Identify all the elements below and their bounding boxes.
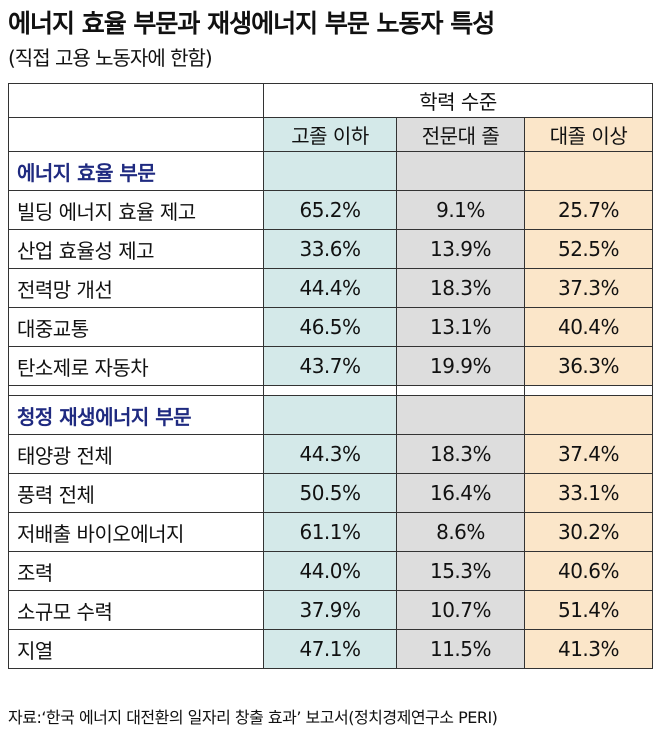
row-label: 소규모 수력	[8, 590, 264, 630]
spacer-cell	[8, 385, 264, 396]
value-cell: 33.1%	[523, 473, 654, 513]
source-note: 자료:‘한국 에너지 대전환의 일자리 창출 효과’ 보고서(정치경제연구소 P…	[8, 708, 498, 727]
section-row: 에너지 효율 부문	[8, 151, 654, 191]
value-cell: 13.1%	[396, 307, 525, 347]
row-label: 대중교통	[8, 307, 264, 347]
column-header: 대졸 이상	[523, 117, 654, 152]
value-cell: 19.9%	[396, 346, 525, 386]
row-label: 전력망 개선	[8, 268, 264, 308]
value-cell: 41.3%	[523, 629, 654, 669]
empty-cell	[263, 151, 397, 191]
table-row: 대중교통 46.5% 13.1% 40.4%	[8, 307, 654, 347]
group-header: 학력 수준	[262, 83, 654, 118]
value-cell: 9.1%	[396, 190, 525, 230]
value-cell: 11.5%	[396, 629, 525, 669]
table-row: 빌딩 에너지 효율 제고 65.2% 9.1% 25.7%	[8, 190, 654, 230]
education-table: 학력 수준 고졸 이하 전문대 졸 대졸 이상 에너지 효율 부문 빌딩 에너지 …	[8, 83, 654, 669]
value-cell: 50.5%	[263, 473, 397, 513]
value-cell: 15.3%	[396, 551, 525, 591]
value-cell: 13.9%	[396, 229, 525, 269]
table-row: 지열 47.1% 11.5% 41.3%	[8, 629, 654, 669]
column-header: 고졸 이하	[263, 117, 397, 152]
value-cell: 37.3%	[523, 268, 654, 308]
empty-cell	[523, 151, 654, 191]
table-row: 탄소제로 자동차 43.7% 19.9% 36.3%	[8, 346, 654, 386]
row-label: 탄소제로 자동차	[8, 346, 264, 386]
value-cell: 44.4%	[263, 268, 397, 308]
empty-cell	[396, 151, 525, 191]
row-label: 지열	[8, 629, 264, 669]
table-row: 풍력 전체 50.5% 16.4% 33.1%	[8, 473, 654, 513]
value-cell: 18.3%	[396, 268, 525, 308]
value-cell: 37.9%	[263, 590, 397, 630]
value-cell: 8.6%	[396, 512, 525, 552]
header-row-columns: 고졸 이하 전문대 졸 대졸 이상	[8, 117, 654, 152]
spacer-cell	[263, 385, 397, 396]
empty-cell	[396, 395, 525, 435]
value-cell: 65.2%	[263, 190, 397, 230]
value-cell: 47.1%	[263, 629, 397, 669]
section-row: 청정 재생에너지 부문	[8, 395, 654, 435]
header-row-group: 학력 수준	[8, 83, 654, 118]
empty-header-cell	[8, 117, 264, 152]
value-cell: 44.3%	[263, 434, 397, 474]
value-cell: 43.7%	[263, 346, 397, 386]
table-row: 저배출 바이오에너지 61.1% 8.6% 30.2%	[8, 512, 654, 552]
table-row: 소규모 수력 37.9% 10.7% 51.4%	[8, 590, 654, 630]
table-row: 태양광 전체 44.3% 18.3% 37.4%	[8, 434, 654, 474]
spacer-cell	[523, 385, 654, 396]
row-label: 태양광 전체	[8, 434, 264, 474]
page-title: 에너지 효율 부문과 재생에너지 부문 노동자 특성	[8, 9, 495, 38]
value-cell: 33.6%	[263, 229, 397, 269]
value-cell: 25.7%	[523, 190, 654, 230]
value-cell: 46.5%	[263, 307, 397, 347]
value-cell: 30.2%	[523, 512, 654, 552]
row-label: 풍력 전체	[8, 473, 264, 513]
empty-cell	[523, 395, 654, 435]
row-label: 조력	[8, 551, 264, 591]
value-cell: 52.5%	[523, 229, 654, 269]
value-cell: 18.3%	[396, 434, 525, 474]
value-cell: 44.0%	[263, 551, 397, 591]
row-label: 산업 효율성 제고	[8, 229, 264, 269]
value-cell: 10.7%	[396, 590, 525, 630]
section-title: 청정 재생에너지 부문	[8, 395, 264, 435]
value-cell: 16.4%	[396, 473, 525, 513]
spacer-row	[8, 385, 654, 396]
value-cell: 51.4%	[523, 590, 654, 630]
spacer-cell	[396, 385, 525, 396]
value-cell: 40.4%	[523, 307, 654, 347]
section-title: 에너지 효율 부문	[8, 151, 264, 191]
page-subtitle: (직접 고용 노동자에 한함)	[8, 46, 213, 70]
table-row: 조력 44.0% 15.3% 40.6%	[8, 551, 654, 591]
value-cell: 36.3%	[523, 346, 654, 386]
table-row: 산업 효율성 제고 33.6% 13.9% 52.5%	[8, 229, 654, 269]
value-cell: 61.1%	[263, 512, 397, 552]
row-label: 저배출 바이오에너지	[8, 512, 264, 552]
empty-header-cell	[8, 83, 264, 118]
row-label: 빌딩 에너지 효율 제고	[8, 190, 264, 230]
empty-cell	[263, 395, 397, 435]
column-header: 전문대 졸	[396, 117, 525, 152]
value-cell: 37.4%	[523, 434, 654, 474]
table-row: 전력망 개선 44.4% 18.3% 37.3%	[8, 268, 654, 308]
value-cell: 40.6%	[523, 551, 654, 591]
